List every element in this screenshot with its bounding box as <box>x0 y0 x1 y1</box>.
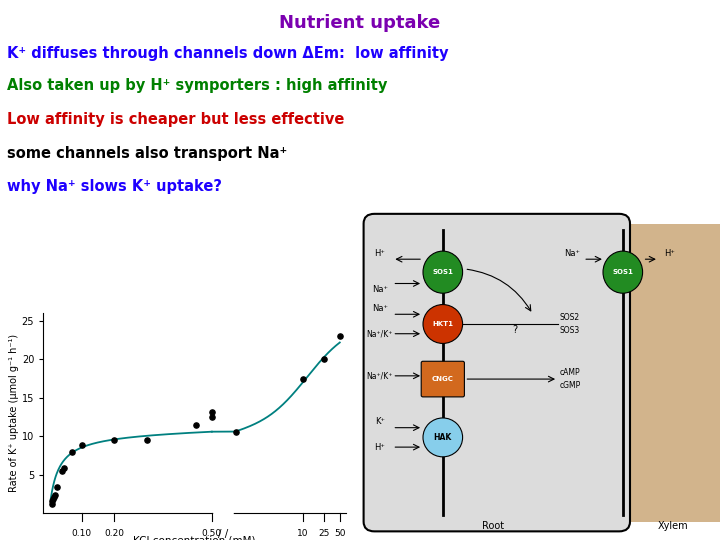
Point <box>66 447 78 456</box>
Point <box>48 495 59 503</box>
Text: 0.20: 0.20 <box>104 529 124 538</box>
Text: H⁺: H⁺ <box>374 248 385 258</box>
Text: K⁺: K⁺ <box>375 417 384 426</box>
Point <box>49 491 60 500</box>
Text: why Na⁺ slows K⁺ uptake?: why Na⁺ slows K⁺ uptake? <box>7 179 222 194</box>
Text: HAK: HAK <box>433 433 452 442</box>
Text: SOS1: SOS1 <box>433 269 453 275</box>
Ellipse shape <box>603 251 642 293</box>
Text: H⁺: H⁺ <box>374 443 385 451</box>
Text: 0.50: 0.50 <box>202 529 222 538</box>
Text: SOS1: SOS1 <box>613 269 633 275</box>
Text: HKT1: HKT1 <box>432 321 454 327</box>
Text: SOS2: SOS2 <box>560 313 580 322</box>
Text: Root: Root <box>482 521 504 531</box>
Text: Nutrient uptake: Nutrient uptake <box>279 14 441 31</box>
Text: Na⁺: Na⁺ <box>372 285 388 294</box>
Text: Low affinity is cheaper but less effective: Low affinity is cheaper but less effecti… <box>7 112 345 127</box>
Text: 10: 10 <box>297 529 309 538</box>
Bar <box>630 224 720 522</box>
Point <box>47 497 58 506</box>
Text: H⁺: H⁺ <box>664 248 675 258</box>
Point <box>109 436 120 444</box>
Text: Xylem: Xylem <box>658 521 688 531</box>
Point <box>334 332 346 341</box>
Point <box>206 407 217 416</box>
Point <box>76 441 87 450</box>
Text: cAMP: cAMP <box>560 368 580 377</box>
Point <box>318 355 330 363</box>
Text: ?: ? <box>512 326 518 335</box>
Text: some channels also transport Na⁺: some channels also transport Na⁺ <box>7 146 287 161</box>
Text: 50: 50 <box>334 529 346 538</box>
Text: cGMP: cGMP <box>560 381 581 390</box>
Text: Na⁺/K⁺: Na⁺/K⁺ <box>366 372 393 380</box>
Text: Na⁺/K⁺: Na⁺/K⁺ <box>366 329 393 338</box>
Text: Also taken up by H⁺ symporters : high affinity: Also taken up by H⁺ symporters : high af… <box>7 78 387 93</box>
FancyBboxPatch shape <box>421 361 464 397</box>
Point <box>190 420 202 429</box>
Ellipse shape <box>423 251 463 293</box>
Text: 0.10: 0.10 <box>71 529 91 538</box>
Text: SOS3: SOS3 <box>560 326 580 335</box>
Point <box>141 436 153 444</box>
Point <box>48 492 60 501</box>
Text: / /: / / <box>218 529 229 539</box>
Point <box>51 483 63 491</box>
Text: 25: 25 <box>318 529 330 538</box>
FancyBboxPatch shape <box>364 214 630 531</box>
Text: CNGC: CNGC <box>432 376 454 382</box>
Text: Na⁺: Na⁺ <box>372 303 388 313</box>
Point <box>206 413 217 421</box>
Ellipse shape <box>423 418 463 457</box>
Point <box>230 428 242 437</box>
Ellipse shape <box>423 305 463 343</box>
Text: K⁺ diffuses through channels down ΔEm:  low affinity: K⁺ diffuses through channels down ΔEm: l… <box>7 46 449 61</box>
Point <box>297 374 309 383</box>
Point <box>58 464 69 472</box>
Point <box>46 500 58 508</box>
Y-axis label: Rate of K⁺ uptake (μmol g⁻¹ h⁻¹): Rate of K⁺ uptake (μmol g⁻¹ h⁻¹) <box>9 334 19 492</box>
X-axis label: KCl concentration (mΜ): KCl concentration (mΜ) <box>133 535 256 540</box>
Text: Na⁺: Na⁺ <box>564 248 580 258</box>
Point <box>56 467 68 475</box>
